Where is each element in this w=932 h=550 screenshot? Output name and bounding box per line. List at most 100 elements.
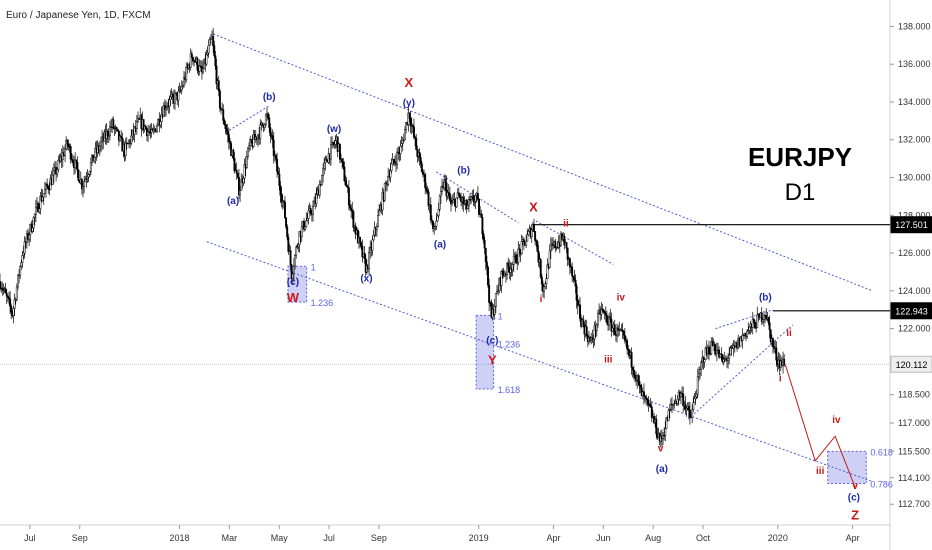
- candle-body: [65, 140, 68, 150]
- candle-body: [52, 170, 55, 176]
- candle-body: [39, 195, 42, 209]
- candle-body: [323, 162, 326, 169]
- candle-body: [345, 184, 348, 187]
- candle-body: [522, 239, 525, 243]
- candle-body: [215, 65, 218, 84]
- x-tick-label: Aug: [645, 533, 661, 543]
- candle-body: [665, 417, 668, 429]
- candle-body: [223, 120, 226, 126]
- candle-body: [42, 193, 45, 198]
- wave-label: (a): [227, 196, 239, 207]
- candle-body: [389, 170, 392, 178]
- candle-body: [338, 143, 341, 160]
- candle-body: [663, 434, 666, 437]
- candle-body: [387, 175, 390, 185]
- candle-body: [116, 128, 119, 132]
- candle-body: [239, 190, 242, 196]
- candle-body: [536, 241, 539, 252]
- candle-body: [741, 334, 744, 341]
- candle-body: [286, 226, 289, 238]
- candle-body: [235, 169, 238, 174]
- candle-body: [697, 372, 700, 377]
- candle-body: [419, 157, 422, 164]
- candle-body: [516, 262, 519, 264]
- candle-body: [763, 315, 765, 320]
- candle-body: [630, 352, 633, 368]
- candle-body: [383, 183, 386, 201]
- candle-body: [372, 234, 375, 241]
- candle-body: [12, 308, 15, 316]
- candle-body: [202, 68, 205, 73]
- candle-body: [467, 199, 470, 206]
- candle-body: [420, 163, 423, 173]
- candle-body: [115, 127, 118, 130]
- candle-body: [0, 281, 1, 289]
- candle-body: [133, 126, 136, 135]
- candle-body: [631, 367, 634, 371]
- candle-body: [732, 345, 735, 349]
- candle-body: [681, 392, 684, 395]
- candle-body: [494, 293, 497, 307]
- candle-body: [112, 119, 115, 129]
- channel-line: [206, 241, 873, 483]
- candle-body: [457, 192, 460, 196]
- candle-body: [482, 233, 485, 241]
- candle-body: [351, 209, 354, 212]
- candle-body: [473, 201, 476, 203]
- fib-level-label: 1: [498, 311, 503, 321]
- candle-body: [350, 207, 353, 211]
- candle-body: [246, 147, 249, 157]
- price-badge-box: [890, 355, 932, 373]
- candle-body: [171, 93, 174, 97]
- candle-body: [466, 205, 469, 209]
- candle-body: [227, 134, 230, 142]
- candle-body: [360, 242, 363, 247]
- candle-body: [207, 45, 210, 54]
- fib-level-label: 0.786: [870, 479, 893, 489]
- candle-body: [148, 131, 151, 133]
- candle-body: [236, 172, 239, 178]
- candle-body: [156, 125, 159, 132]
- candle-body: [592, 338, 595, 341]
- candle-body: [268, 117, 271, 129]
- candle-body: [402, 139, 405, 141]
- candle-body: [559, 233, 562, 246]
- wave-label: v: [658, 443, 664, 454]
- candle-body: [520, 241, 523, 254]
- candle-body: [483, 239, 486, 249]
- candle-body: [609, 316, 612, 320]
- candle-body: [243, 164, 246, 179]
- candle-body: [708, 346, 710, 354]
- candle-body: [190, 53, 193, 58]
- candle-body: [240, 179, 243, 191]
- candle-body: [752, 319, 755, 323]
- candle-body: [8, 297, 10, 300]
- price-axis[interactable]: 138.000 136.000 134.000 132.000 130.000 128.0…: [890, 21, 931, 509]
- candle-body: [162, 105, 165, 117]
- candle-body: [280, 194, 283, 202]
- candle-body: [647, 399, 650, 405]
- candle-body: [571, 266, 574, 277]
- fib-box: [475, 314, 495, 390]
- candle-body: [344, 180, 347, 186]
- time-axis[interactable]: Jul Sep 2018 Mar May Jul Sep 2019 Apr Jun Aug Oct 20…: [24, 525, 860, 543]
- y-tick-label: 117.000: [898, 418, 930, 428]
- candle-body: [480, 213, 483, 218]
- wave-label: (c): [848, 492, 860, 503]
- candle-body: [160, 114, 163, 122]
- candle-body: [67, 143, 70, 147]
- y-tick-label: 138.000: [898, 21, 931, 31]
- fib-level-label: 1.236: [311, 298, 334, 308]
- x-tick-label: Apr: [546, 533, 560, 543]
- candle-body: [359, 237, 362, 243]
- candle-body: [623, 334, 626, 341]
- candle-body: [180, 86, 183, 91]
- candle-body: [264, 114, 267, 126]
- candle-body: [37, 203, 40, 213]
- candle-body: [361, 245, 364, 258]
- wave-label: i: [540, 294, 543, 305]
- candle-body: [548, 250, 551, 268]
- candle-body: [343, 166, 346, 182]
- candle-body: [137, 118, 139, 122]
